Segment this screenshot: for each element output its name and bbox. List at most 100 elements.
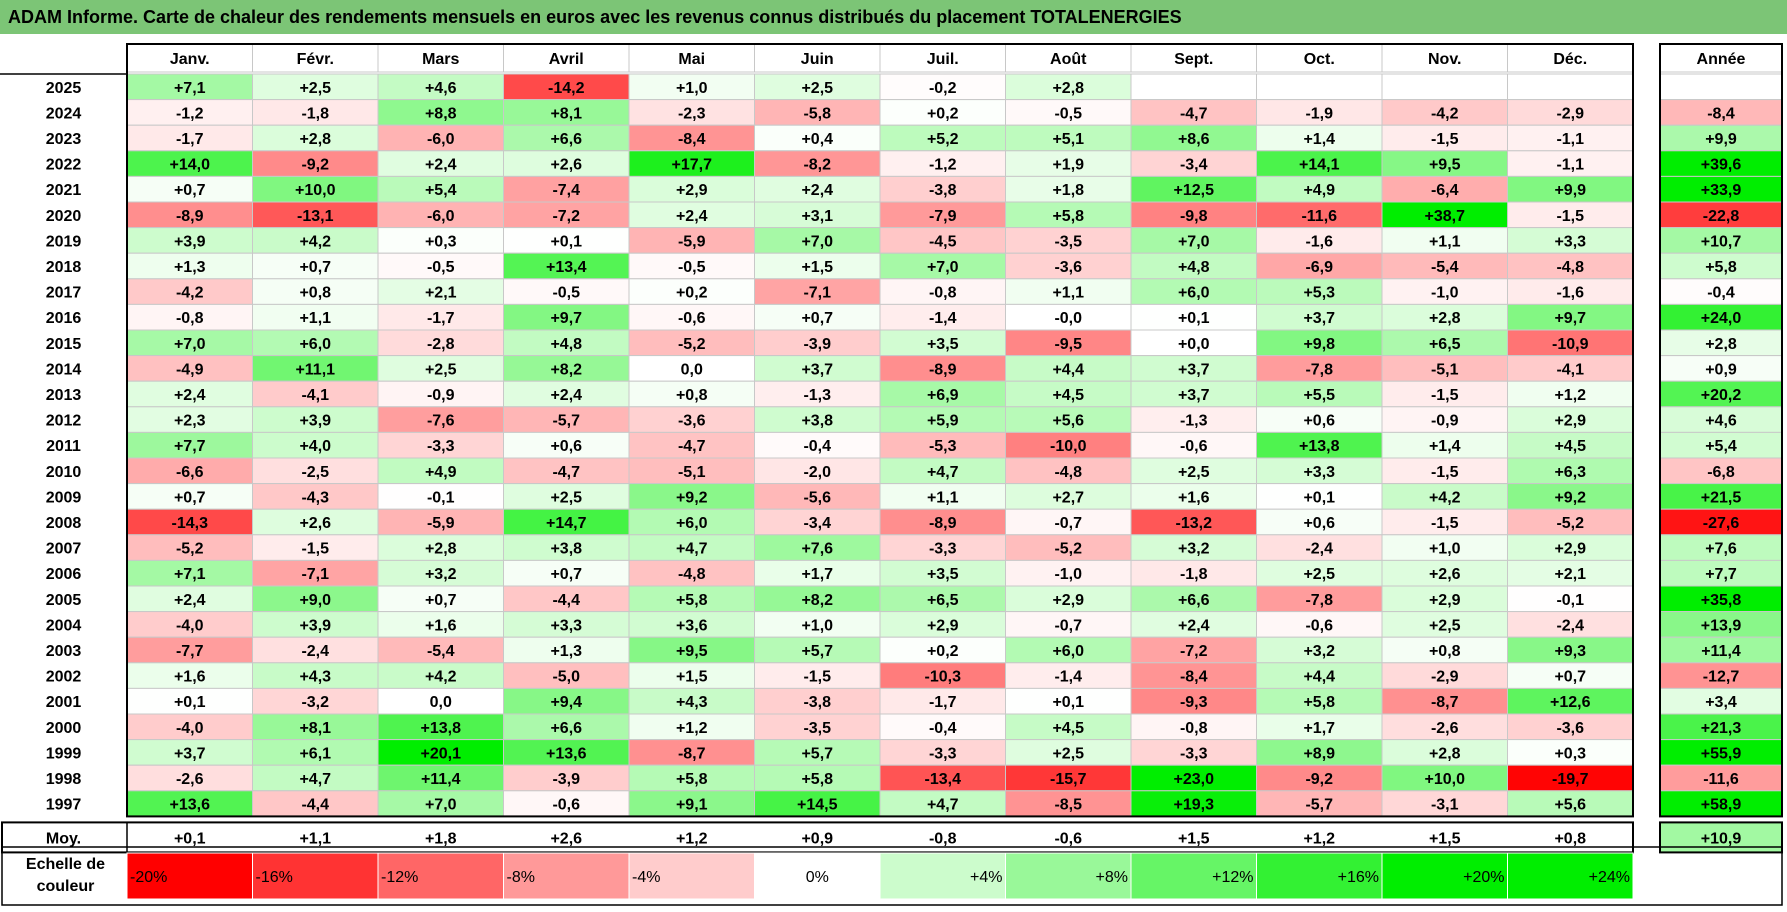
heatmap-cell	[252, 508, 379, 536]
heatmap-value: -4,4	[301, 797, 329, 814]
annual-cell	[1659, 764, 1783, 792]
year-label: 2013	[46, 387, 82, 404]
heatmap-value: +6,5	[1429, 336, 1461, 353]
heatmap-value: -4,8	[1054, 464, 1082, 481]
heatmap-value: +0,0	[1178, 336, 1210, 353]
scale-swatch-label: -4%	[632, 869, 660, 886]
heatmap-value: -3,5	[803, 720, 831, 737]
heatmap-cell	[503, 355, 630, 382]
year-label: 2009	[46, 489, 82, 506]
heatmap-value: -1,4	[929, 310, 957, 327]
heatmap-cell	[628, 73, 755, 101]
heatmap-cell	[126, 764, 253, 792]
heatmap-value: +0,7	[299, 259, 331, 276]
heatmap-value: -2,9	[1431, 669, 1459, 686]
heatmap-value: -6,6	[176, 464, 204, 481]
heatmap-value: -4,0	[176, 617, 204, 634]
heatmap-value: +5,8	[1303, 694, 1335, 711]
heatmap-value: +0,2	[676, 285, 708, 302]
heatmap-value: -0,4	[803, 438, 831, 455]
heatmap-value: -5,3	[929, 438, 957, 455]
heatmap-value: +2,3	[174, 413, 206, 430]
heatmap-value: -4,7	[1180, 105, 1208, 122]
heatmap-value: -0,7	[1054, 515, 1082, 532]
heatmap-value: +9,5	[1429, 157, 1461, 174]
heatmap-cell	[754, 406, 881, 433]
heatmap-value: -8,9	[176, 208, 204, 225]
scale-swatch-label: -8%	[507, 869, 535, 886]
heatmap-value: +3,9	[299, 413, 331, 430]
heatmap-cell	[1507, 380, 1634, 408]
heatmap-value: +14,5	[797, 797, 838, 814]
heatmap-cell	[252, 687, 379, 715]
heatmap-cell	[1381, 355, 1508, 382]
heatmap-value: +0,1	[1178, 310, 1210, 327]
heatmap-cell	[1507, 150, 1634, 177]
heatmap-value: +9,9	[1554, 182, 1586, 199]
heatmap-cell	[879, 150, 1006, 177]
heatmap-value: +1,1	[1052, 285, 1084, 302]
heatmap-value: +9,4	[550, 694, 582, 711]
heatmap-cell	[503, 508, 630, 536]
heatmap-cell	[1507, 175, 1634, 203]
average-value: +1,5	[1429, 830, 1461, 847]
heatmap-value: -4,7	[678, 438, 706, 455]
heatmap-cell	[1381, 73, 1508, 101]
heatmap-value: -1,8	[301, 105, 329, 122]
heatmap-cell	[1005, 99, 1132, 126]
heatmap-cell	[252, 175, 379, 203]
heatmap-cell	[1130, 636, 1257, 664]
year-label: 2004	[46, 617, 82, 634]
annual-value: +55,9	[1701, 745, 1742, 762]
year-label: 2024	[46, 105, 82, 122]
heatmap-cell	[1507, 227, 1634, 254]
scale-swatch	[1256, 852, 1383, 900]
heatmap-value: +13,8	[421, 720, 462, 737]
heatmap-cell	[1130, 713, 1257, 741]
heatmap-cell	[1005, 611, 1132, 638]
heatmap-cell	[1507, 636, 1634, 664]
heatmap-cell	[628, 457, 755, 485]
heatmap-cell	[377, 764, 504, 792]
heatmap-value: +2,8	[1429, 310, 1461, 327]
heatmap-value: -1,4	[1054, 669, 1082, 686]
year-label: 2023	[46, 131, 82, 148]
average-value: +1,5	[1178, 830, 1210, 847]
heatmap-cell	[754, 508, 881, 536]
heatmap-cell	[628, 150, 755, 177]
heatmap-value: +4,7	[927, 797, 959, 814]
heatmap-cell	[377, 329, 504, 357]
heatmap-value: +3,2	[425, 566, 457, 583]
heatmap-value: +5,3	[1303, 285, 1335, 302]
heatmap-cell	[1005, 175, 1132, 203]
heatmap-cell	[252, 201, 379, 229]
heatmap-cell	[1130, 611, 1257, 638]
heatmap-cell	[628, 764, 755, 792]
scale-swatch	[628, 852, 755, 900]
heatmap-value: +9,7	[550, 310, 582, 327]
scale-swatch-label: +8%	[1096, 869, 1128, 886]
heatmap-value: +4,2	[425, 669, 457, 686]
heatmap-cell	[377, 713, 504, 741]
heatmap-value: -0,6	[678, 310, 706, 327]
heatmap-value: -5,4	[427, 643, 455, 660]
heatmap-value: -2,4	[1305, 541, 1333, 558]
heatmap-value: +4,3	[676, 694, 708, 711]
heatmap-cell	[252, 303, 379, 331]
annual-value: -22,8	[1703, 208, 1740, 225]
heatmap-cell	[503, 790, 630, 817]
heatmap-value: +14,7	[546, 515, 587, 532]
heatmap-value: +2,4	[1178, 617, 1210, 634]
heatmap-cell	[252, 227, 379, 254]
heatmap-value: +0,1	[174, 694, 206, 711]
heatmap-value: +5,5	[1303, 387, 1335, 404]
heatmap-value: -2,3	[678, 105, 706, 122]
heatmap-value: +1,7	[1303, 720, 1335, 737]
month-header-cell	[1130, 43, 1257, 73]
heatmap-value: -0,6	[1180, 438, 1208, 455]
heatmap-value: -3,4	[803, 515, 831, 532]
heatmap-cell	[1005, 303, 1132, 331]
heatmap-value: -4,3	[301, 489, 329, 506]
average-value: +1,2	[1303, 830, 1335, 847]
heatmap-value: -5,0	[552, 669, 580, 686]
